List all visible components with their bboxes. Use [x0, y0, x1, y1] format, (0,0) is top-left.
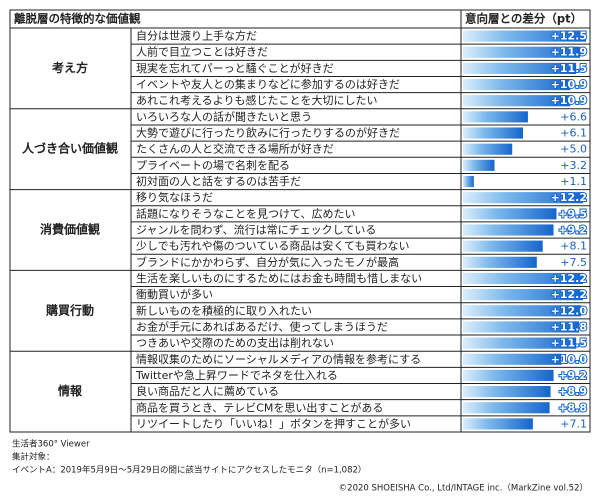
- bar: [463, 175, 474, 188]
- value-label: +5.0: [560, 143, 587, 156]
- group-label: 消費価値観: [40, 222, 100, 237]
- copyright: ©2020 SHOEISHA Co., Ltd/INTAGE inc.（Mark…: [339, 483, 588, 494]
- item-label: 衝動買いが多い: [136, 287, 213, 301]
- value-label: +10.9: [551, 78, 587, 91]
- item-label: 移り気なほうだ: [136, 190, 213, 204]
- bar: [463, 192, 584, 204]
- value-label: +8.8: [558, 401, 587, 414]
- value-label: +10.9: [551, 94, 587, 107]
- bar: [463, 305, 582, 317]
- value-label: +9.2: [558, 224, 587, 237]
- item-label: ブランドにかかわらず、自分が気に入ったモノが最高: [136, 255, 399, 269]
- value-label: +10.0: [551, 353, 588, 366]
- value-label: +9.2: [558, 369, 587, 382]
- bar: [463, 159, 495, 171]
- item-label: 自分は世渡り上手な方だ: [136, 29, 257, 43]
- value-label: +3.2: [560, 159, 587, 172]
- item-label: お金が手元にあればあるだけ、使ってしまうほうだ: [136, 319, 388, 333]
- bar: [463, 289, 584, 301]
- item-label: イベントや友人との集まりなどに参加するのは好きだ: [136, 77, 400, 91]
- bar: [463, 353, 562, 365]
- value-header: 意向層との差分（pt）: [465, 12, 582, 26]
- bar: [463, 62, 577, 74]
- bar: [463, 111, 528, 123]
- bar: [463, 418, 533, 430]
- value-label: +11.9: [551, 46, 587, 59]
- item-label: 初対面の人と話をするのは苦手だ: [136, 174, 301, 188]
- bar: [463, 337, 577, 349]
- bar: [463, 78, 571, 91]
- value-label: +6.6: [560, 110, 587, 123]
- item-label: あれこれ考えるよりも感じたことを大切にしたい: [136, 93, 377, 107]
- item-label: 話題になりそうなことを見つけて、広めたい: [136, 206, 355, 220]
- value-label: +12.2: [551, 272, 587, 285]
- value-label: +6.1: [560, 127, 587, 140]
- bar: [463, 402, 550, 414]
- item-label: Twitterや急上昇ワードでネタを仕入れる: [135, 368, 338, 382]
- item-label: 人前で目立つことは好きだ: [136, 45, 268, 59]
- value-label: +12.2: [551, 191, 587, 204]
- value-label: +1.1: [560, 175, 587, 188]
- item-label: 生活を楽しいものにするためにはお金も時間も惜しまない: [136, 271, 422, 285]
- note: イベントA：2019年5月9日～5月29日の間に該当サイトにアクセスしたモニタ（…: [12, 465, 366, 476]
- item-label: リツイートしたり「いいね！」ボタンを押すことが多い: [136, 416, 411, 430]
- item-label: たくさんの人と交流できる場所が好きだ: [136, 142, 334, 156]
- bar: [463, 208, 557, 220]
- bar: [463, 143, 513, 155]
- item-label: いろいろな人の話が聞きたいと思う: [136, 109, 312, 123]
- bar: [463, 369, 554, 382]
- group-label: 考え方: [52, 60, 88, 75]
- table-border: [9, 9, 591, 433]
- item-label: 商品を買うとき、テレビCMを思い出すことがある: [136, 400, 383, 414]
- value-label: +7.5: [560, 256, 587, 269]
- item-label: 情報収集のためにソーシャルメディアの情報を参考にする: [136, 352, 421, 366]
- item-label: 新しいものを積極的に取り入れたい: [136, 303, 312, 317]
- value-label: +9.5: [558, 207, 587, 220]
- value-label: +11.5: [551, 62, 587, 75]
- item-label: 少しでも汚れや傷のついている商品は安くても買わない: [136, 239, 409, 253]
- value-label: +12.5: [551, 30, 587, 43]
- item-label: ジャンルを問わず、流行は常にチェックしている: [136, 223, 376, 237]
- item-label: プライベートの場で名刺を配る: [136, 158, 290, 172]
- group-label: 購買行動: [45, 302, 94, 317]
- bar: [463, 321, 580, 333]
- item-label: 良い商品だと人に薦めている: [136, 384, 279, 398]
- value-label: +11.5: [551, 337, 587, 350]
- bar: [463, 240, 543, 252]
- bar: [463, 224, 554, 236]
- item-label: 大勢で遊びに行ったり飲みに行ったりするのが好きだ: [136, 126, 400, 140]
- bar: [463, 256, 537, 268]
- group-label: 情報: [58, 383, 83, 398]
- value-label: +11.8: [551, 320, 587, 333]
- value-label: +8.1: [560, 240, 587, 253]
- bar: [463, 386, 551, 398]
- item-label: 現実を忘れてパーっと騒ぐことが好きだ: [136, 61, 334, 75]
- group-label: 人づき合い価値観: [22, 141, 118, 156]
- bar: [463, 30, 586, 42]
- note: 生活者360° Viewer: [12, 439, 90, 450]
- bar: [463, 272, 584, 285]
- bar: [463, 127, 524, 139]
- item-label: つきあいや交際のための支出は削れない: [136, 336, 334, 350]
- header-title: 離脱層の特徴的な価値観: [14, 12, 141, 26]
- value-label: +8.9: [558, 385, 587, 398]
- value-label: +7.1: [560, 417, 587, 430]
- bar: [463, 95, 571, 107]
- value-label: +12.2: [551, 288, 587, 301]
- value-label: +12.0: [551, 304, 588, 317]
- note: 集計対象：: [12, 452, 55, 463]
- bar: [463, 46, 581, 58]
